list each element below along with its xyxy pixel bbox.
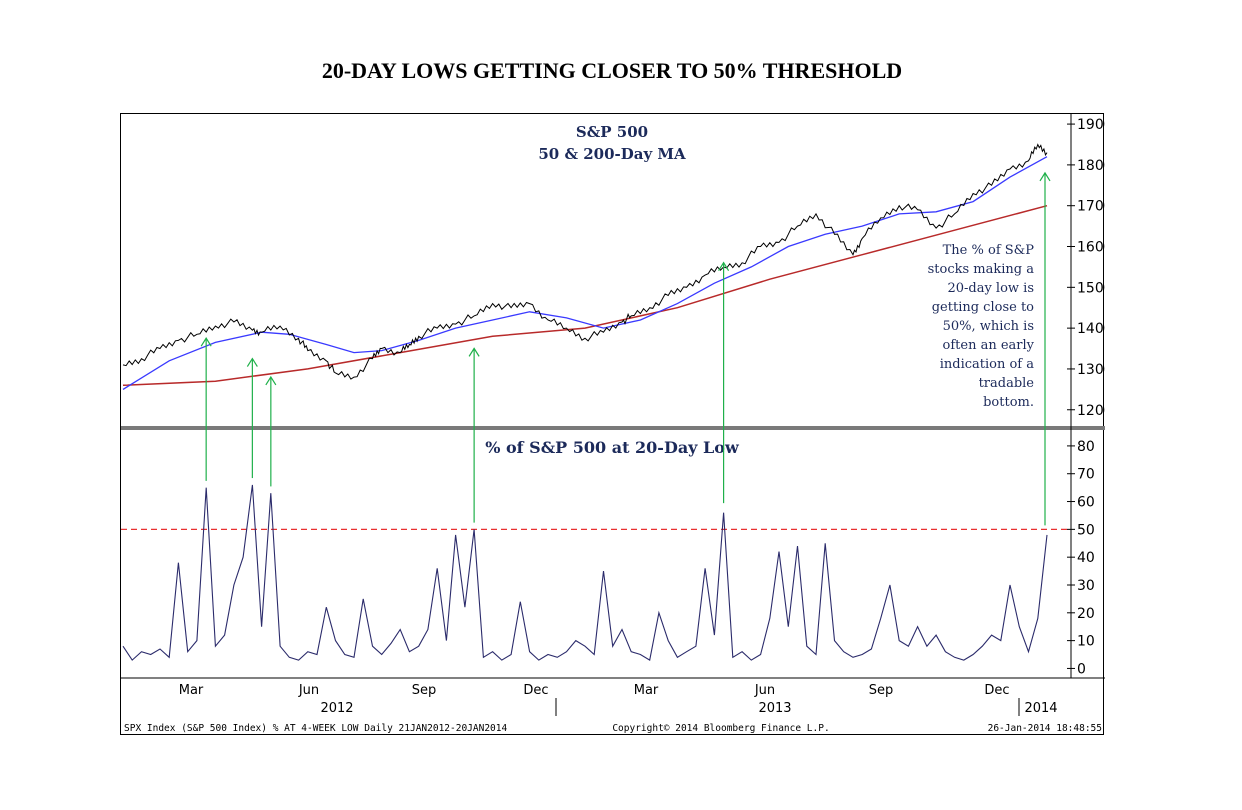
- x-tick-month: Jun: [754, 683, 775, 698]
- annotation-line: bottom.: [983, 395, 1034, 410]
- x-tick-month: Jun: [298, 683, 319, 698]
- x-tick-month: Dec: [523, 683, 548, 698]
- arrow-head: [1039, 171, 1051, 182]
- arrow-head: [468, 347, 480, 357]
- page-title: 20-DAY LOWS GETTING CLOSER TO 50% THRESH…: [321, 58, 903, 83]
- arrow-head: [246, 357, 258, 367]
- footer-source: SPX Index (S&P 500 Index) % AT 4-WEEK LO…: [124, 723, 507, 734]
- y-tick-label: 20: [1077, 606, 1095, 622]
- annotation-line: tradable: [979, 376, 1035, 391]
- annotation-line: 50%, which is: [943, 319, 1034, 334]
- chart-canvas: S&P 500 50 & 200-Day MA % of S&P 500 at …: [121, 114, 1105, 734]
- upper-panel-subtitle: 50 & 200-Day MA: [538, 145, 686, 163]
- ma200-line: [122, 204, 1048, 387]
- annotation-line: The % of S&P: [943, 243, 1035, 258]
- y-tick-label: 1300: [1077, 362, 1105, 378]
- annotation-line: stocks making a: [928, 262, 1035, 277]
- y-tick-label: 1400: [1077, 321, 1105, 337]
- lower-y-ticks: 0 10 20 30 40 50 60 70 80: [1067, 439, 1095, 677]
- upper-panel-title: S&P 500: [576, 123, 648, 141]
- y-tick-label: 1200: [1077, 403, 1105, 419]
- y-tick-label: 50: [1077, 522, 1095, 538]
- x-tick-month: Dec: [984, 683, 1009, 698]
- y-tick-label: 40: [1077, 550, 1095, 566]
- annotation-text: The % of S&P stocks making a 20-day low …: [928, 243, 1035, 410]
- x-tick-month: Sep: [869, 683, 894, 698]
- x-tick-year: 2012: [320, 701, 353, 716]
- y-tick-label: 60: [1077, 495, 1095, 511]
- pct-low-line: [122, 484, 1048, 661]
- x-tick-year: 2014: [1024, 701, 1057, 716]
- annotation-line: 20-day low is: [947, 281, 1034, 296]
- y-tick-label: 10: [1077, 634, 1095, 650]
- chart-frame: S&P 500 50 & 200-Day MA % of S&P 500 at …: [120, 113, 1105, 735]
- y-tick-label: 1700: [1077, 199, 1105, 215]
- x-tick-year: 2013: [758, 701, 791, 716]
- x-tick-month: Mar: [179, 683, 204, 698]
- lower-panel-title: % of S&P 500 at 20-Day Low: [485, 438, 740, 457]
- arrow-head: [718, 261, 730, 271]
- y-tick-label: 1800: [1077, 158, 1105, 174]
- annotation-line: often an early: [943, 338, 1035, 353]
- y-tick-label: 0: [1077, 661, 1086, 677]
- y-tick-label: 30: [1077, 578, 1095, 594]
- y-tick-label: 1500: [1077, 280, 1105, 296]
- y-tick-label: 1600: [1077, 240, 1105, 256]
- price-line: [122, 143, 1048, 380]
- x-tick-month: Mar: [634, 683, 659, 698]
- panel-divider: [121, 426, 1105, 430]
- annotation-line: indication of a: [940, 357, 1035, 372]
- green-arrows: [200, 171, 1051, 526]
- footer-copyright: Copyright© 2014 Bloomberg Finance L.P.: [612, 723, 829, 734]
- ma50-line: [122, 156, 1048, 390]
- y-tick-label: 70: [1077, 467, 1095, 483]
- arrow-head: [265, 375, 277, 386]
- y-tick-label: 80: [1077, 439, 1095, 455]
- arrow-head: [200, 337, 212, 347]
- annotation-line: getting close to: [932, 300, 1034, 315]
- x-tick-month: Sep: [412, 683, 437, 698]
- footer-timestamp: 26-Jan-2014 18:48:55: [988, 723, 1102, 734]
